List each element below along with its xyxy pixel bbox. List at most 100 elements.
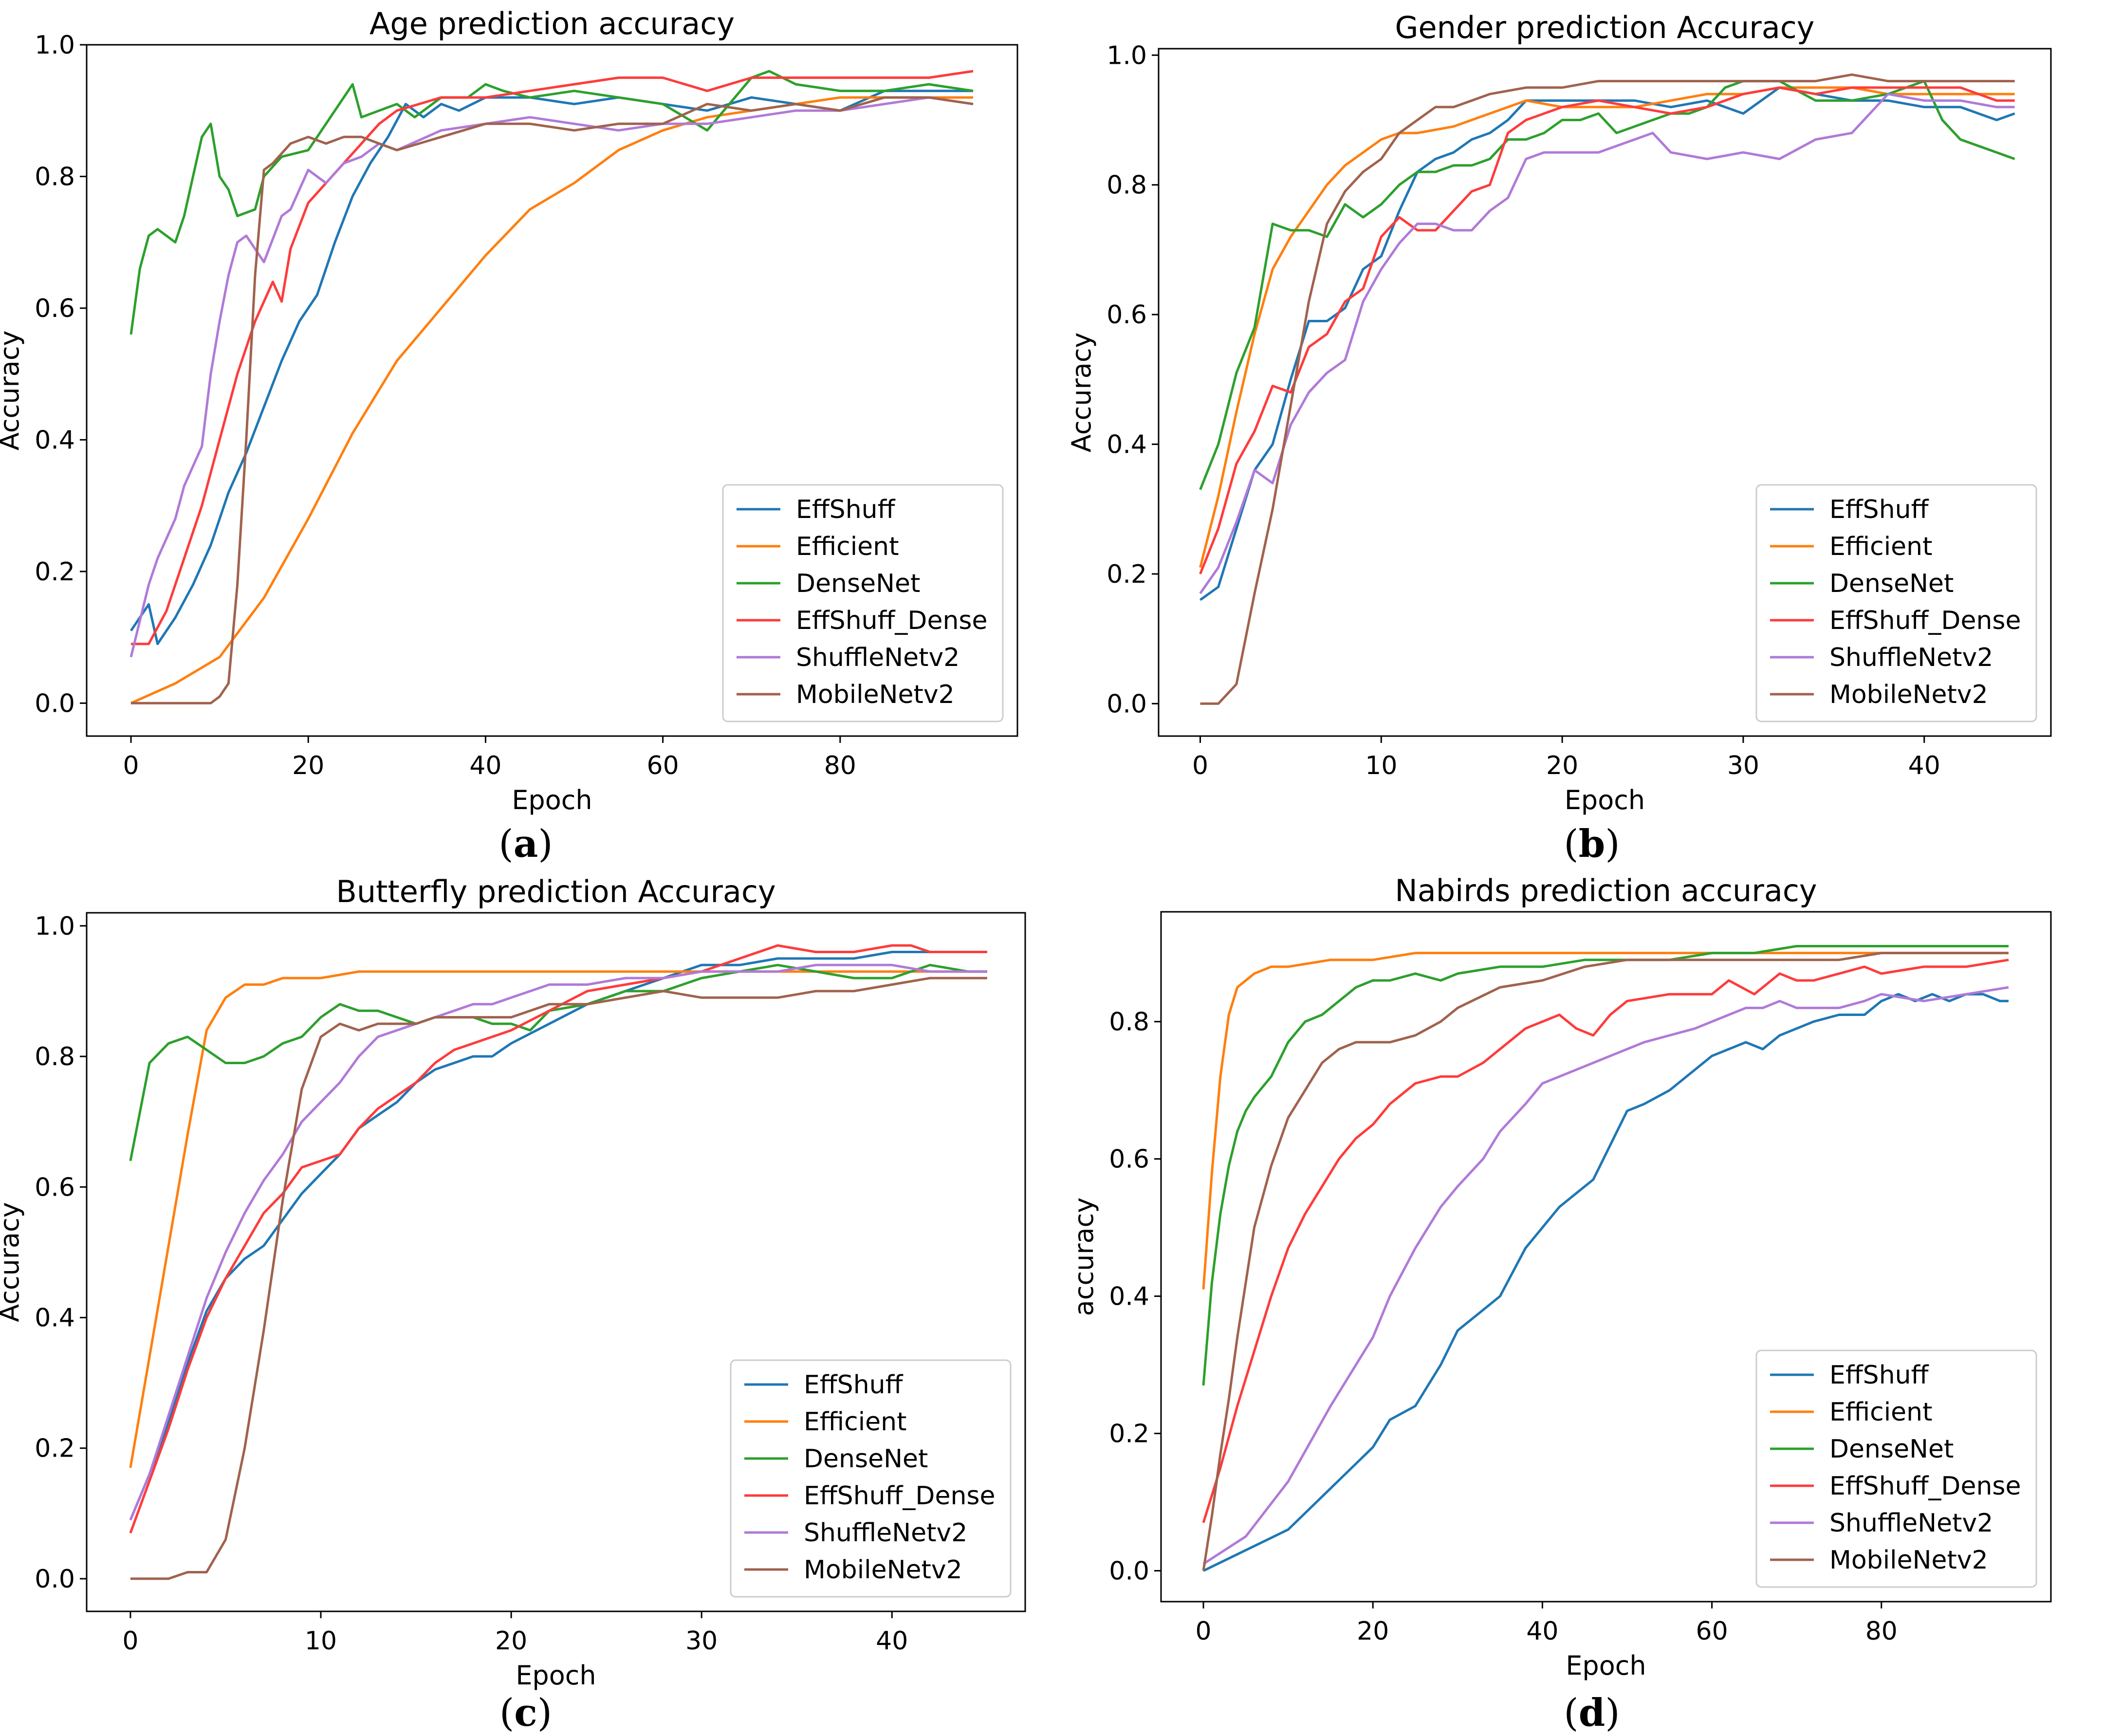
legend-label: Efficient xyxy=(804,1407,907,1437)
x-tick-label: 20 xyxy=(292,751,324,780)
chart-title: Gender prediction Accuracy xyxy=(1395,10,1814,45)
x-tick-label: 10 xyxy=(1365,751,1397,780)
y-tick-label: 0.6 xyxy=(35,294,75,323)
chart-title: Age prediction accuracy xyxy=(369,6,735,41)
legend-label: DenseNet xyxy=(796,569,920,598)
y-axis-label: Accuracy xyxy=(0,331,25,451)
series-group xyxy=(1202,945,2009,1572)
y-tick-label: 0.6 xyxy=(35,1173,75,1202)
y-tick-label: 0.8 xyxy=(35,162,75,191)
legend-label: DenseNet xyxy=(1829,569,1954,598)
legend-box xyxy=(1755,484,2037,722)
x-tick-label: 0 xyxy=(1196,1617,1212,1646)
y-tick-label: 0.6 xyxy=(1107,300,1147,330)
legend-label: EffShuff_Dense xyxy=(804,1481,996,1511)
y-tick-label: 0.0 xyxy=(1109,1557,1149,1586)
y-tick-label: 0.2 xyxy=(35,557,75,587)
series-line-mobilenetv2 xyxy=(1202,952,2009,1571)
x-tick-label: 20 xyxy=(1546,751,1578,780)
series-group xyxy=(129,70,974,704)
y-tick-label: 1.0 xyxy=(35,912,75,941)
y-tick-label: 0.4 xyxy=(35,425,75,455)
plot-frame xyxy=(1160,911,2052,1603)
plot-frame xyxy=(86,44,1018,737)
series-line-efficient xyxy=(130,96,973,704)
legend-label: ShuffleNetv2 xyxy=(796,643,959,672)
x-tick-label: 40 xyxy=(1526,1617,1558,1646)
y-tick-label: 1.0 xyxy=(1107,41,1147,70)
x-axis-label: Epoch xyxy=(512,785,592,815)
chart-title: Nabirds prediction accuracy xyxy=(1395,873,1817,908)
series-line-effshuff-dense xyxy=(1202,959,2009,1523)
y-tick-label: 0.8 xyxy=(35,1042,75,1071)
y-tick-label: 0.8 xyxy=(1107,171,1147,200)
x-tick-label: 60 xyxy=(647,751,679,780)
legend-label: EffShuff_Dense xyxy=(1829,1472,2021,1501)
legend-label: Efficient xyxy=(1829,532,1933,561)
legend: EffShuff Efficient DenseNet EffShuff_Dense S… xyxy=(1755,1349,2037,1588)
series-line-efficient xyxy=(129,970,987,1468)
legend-label: EffShuff xyxy=(1829,495,1929,524)
series-line-densenet xyxy=(129,963,987,1162)
y-tick-label: 0.4 xyxy=(1107,430,1147,460)
y-tick-label: 1.0 xyxy=(35,31,75,60)
y-tick-label: 0.8 xyxy=(1109,1008,1149,1037)
series-line-shufflenetv2 xyxy=(1202,986,2009,1565)
legend-box xyxy=(722,484,1004,722)
chart-panel-b: 0 10 20 30 40 0.0 0.2 0.4 0.6 0.8 1.0 Gender predic… xyxy=(1066,10,2052,866)
legend-box xyxy=(730,1359,1012,1598)
legend-label: MobileNetv2 xyxy=(796,680,955,709)
y-tick-label: 0.2 xyxy=(35,1434,75,1463)
legend-label: EffShuff xyxy=(1829,1361,1929,1390)
legend-label: EffShuff_Dense xyxy=(796,606,988,635)
legend-label: DenseNet xyxy=(804,1444,928,1474)
series-line-mobilenetv2 xyxy=(130,977,987,1580)
y-tick-label: 0.0 xyxy=(1107,689,1147,719)
legend: EffShuff Efficient DenseNet EffShuff_Dense S… xyxy=(722,484,1004,722)
chart-title: Butterfly prediction Accuracy xyxy=(336,874,775,909)
x-tick-label: 30 xyxy=(685,1626,718,1656)
series-line-densenet xyxy=(129,70,974,335)
legend-label: Efficient xyxy=(1829,1398,1933,1427)
legend-label: Efficient xyxy=(796,532,899,561)
series-group xyxy=(1199,73,2015,705)
x-axis-label: Epoch xyxy=(516,1660,596,1691)
y-tick-label: 0.4 xyxy=(35,1303,75,1332)
x-tick-label: 60 xyxy=(1696,1617,1728,1646)
legend-label: EffShuff_Dense xyxy=(1829,606,2021,635)
x-axis-label: Epoch xyxy=(1565,785,1645,815)
x-tick-label: 80 xyxy=(1865,1617,1898,1646)
panel-caption: (d) xyxy=(1564,1691,1620,1735)
panel-caption-letter: b xyxy=(1579,822,1605,866)
y-tick-label: 0.4 xyxy=(1109,1282,1149,1311)
series-group xyxy=(129,944,987,1580)
x-tick-label: 40 xyxy=(1908,751,1940,780)
series-line-shufflenetv2 xyxy=(129,963,987,1521)
legend-label: MobileNetv2 xyxy=(1829,1546,1988,1575)
y-tick-label: 0.6 xyxy=(1109,1145,1149,1174)
x-tick-label: 10 xyxy=(305,1626,337,1656)
x-tick-label: 40 xyxy=(876,1626,908,1656)
panel-caption: (c) xyxy=(499,1691,552,1735)
legend-label: ShuffleNetv2 xyxy=(1829,1509,1993,1538)
series-line-densenet xyxy=(1199,80,2015,490)
y-axis-label: accuracy xyxy=(1069,1198,1099,1316)
legend-label: ShuffleNetv2 xyxy=(804,1518,967,1548)
legend: EffShuff Efficient DenseNet EffShuff_Dense S… xyxy=(1755,484,2037,722)
panel-caption-letter: a xyxy=(514,822,538,866)
x-tick-label: 80 xyxy=(824,751,856,780)
x-tick-label: 20 xyxy=(495,1626,527,1656)
x-tick-label: 40 xyxy=(469,751,501,780)
series-line-mobilenetv2 xyxy=(131,96,974,704)
legend-label: MobileNetv2 xyxy=(804,1555,962,1585)
plot-frame xyxy=(86,912,1026,1612)
legend: EffShuff Efficient DenseNet EffShuff_Dense S… xyxy=(730,1359,1012,1598)
y-tick-label: 0.0 xyxy=(35,689,75,718)
series-line-efficient xyxy=(1202,952,2009,1290)
x-tick-label: 0 xyxy=(123,751,139,780)
series-line-mobilenetv2 xyxy=(1200,73,2015,705)
plot-frame xyxy=(1158,48,2052,737)
x-tick-label: 30 xyxy=(1727,751,1759,780)
legend-label: ShuffleNetv2 xyxy=(1829,643,1993,672)
